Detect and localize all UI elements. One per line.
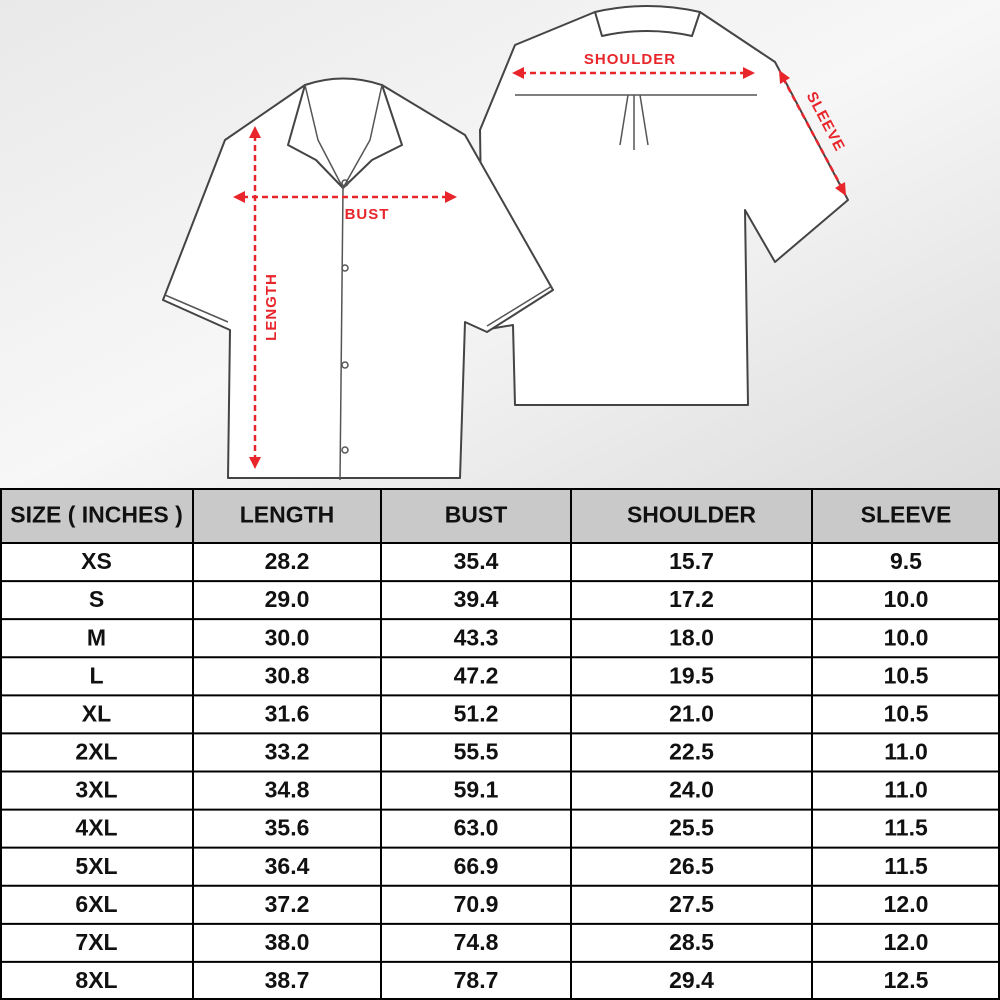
shoulder-label: SHOULDER	[584, 51, 676, 68]
size-cell: 5XL	[75, 853, 117, 879]
size-cell: 4XL	[75, 815, 117, 841]
value-cell: 39.4	[454, 586, 499, 612]
value-cell: 21.0	[669, 700, 714, 726]
table-background	[0, 488, 1000, 1000]
header-background	[0, 488, 1000, 543]
value-cell: 78.7	[454, 967, 499, 993]
header-cell: BUST	[445, 502, 508, 528]
value-cell: 10.5	[884, 662, 929, 688]
value-cell: 29.0	[265, 586, 310, 612]
value-cell: 12.0	[884, 891, 929, 917]
value-cell: 25.5	[669, 815, 714, 841]
size-cell: 7XL	[75, 929, 117, 955]
size-cell: 8XL	[75, 967, 117, 993]
value-cell: 10.0	[884, 624, 929, 650]
value-cell: 10.0	[884, 586, 929, 612]
front-shirt	[162, 77, 554, 481]
value-cell: 11.0	[884, 777, 928, 803]
value-cell: 38.7	[265, 967, 310, 993]
value-cell: 10.5	[884, 700, 929, 726]
value-cell: 70.9	[454, 891, 499, 917]
size-cell: 6XL	[75, 891, 117, 917]
value-cell: 47.2	[454, 662, 499, 688]
size-table: SIZE ( INCHES ) LENGTH BUST SHOULDER SLEEVE X…	[0, 488, 1000, 1000]
value-cell: 38.0	[265, 929, 310, 955]
size-cell: M	[87, 624, 106, 650]
value-cell: 11.5	[884, 815, 928, 841]
value-cell: 11.0	[884, 739, 928, 765]
value-cell: 55.5	[454, 739, 499, 765]
size-cell: S	[89, 586, 104, 612]
value-cell: 29.4	[669, 967, 714, 993]
value-cell: 30.8	[265, 662, 310, 688]
value-cell: 12.0	[884, 929, 929, 955]
bust-label: BUST	[345, 206, 390, 223]
size-cell: L	[89, 662, 103, 688]
value-cell: 27.5	[669, 891, 714, 917]
value-cell: 19.5	[669, 662, 714, 688]
size-cell: XS	[81, 548, 112, 574]
value-cell: 15.7	[669, 548, 714, 574]
value-cell: 31.6	[265, 700, 310, 726]
header-cell: SHOULDER	[627, 502, 756, 528]
value-cell: 35.4	[454, 548, 499, 574]
length-label: LENGTH	[263, 273, 280, 341]
header-cell: SLEEVE	[861, 502, 952, 528]
value-cell: 28.2	[265, 548, 310, 574]
size-cell: 2XL	[75, 739, 117, 765]
value-cell: 24.0	[669, 777, 714, 803]
value-cell: 35.6	[265, 815, 310, 841]
value-cell: 36.4	[265, 853, 310, 879]
value-cell: 26.5	[669, 853, 714, 879]
measure-arrows	[233, 67, 846, 469]
value-cell: 18.0	[669, 624, 714, 650]
value-cell: 30.0	[265, 624, 310, 650]
value-cell: 22.5	[669, 739, 714, 765]
value-cell: 33.2	[265, 739, 310, 765]
value-cell: 37.2	[265, 891, 310, 917]
value-cell: 17.2	[669, 586, 714, 612]
value-cell: 74.8	[454, 929, 499, 955]
value-cell: 12.5	[884, 967, 929, 993]
value-cell: 51.2	[454, 700, 499, 726]
value-cell: 66.9	[454, 853, 499, 879]
value-cell: 63.0	[454, 815, 499, 841]
value-cell: 34.8	[265, 777, 310, 803]
header-cell: LENGTH	[240, 502, 335, 528]
size-cell: 3XL	[75, 777, 117, 803]
value-cell: 28.5	[669, 929, 714, 955]
header-cell: SIZE ( INCHES )	[10, 502, 183, 528]
value-cell: 9.5	[890, 548, 922, 574]
value-cell: 11.5	[884, 853, 928, 879]
value-cell: 43.3	[454, 624, 499, 650]
value-cell: 59.1	[454, 777, 499, 803]
back-shirt	[479, 5, 849, 406]
size-cell: XL	[82, 700, 111, 726]
